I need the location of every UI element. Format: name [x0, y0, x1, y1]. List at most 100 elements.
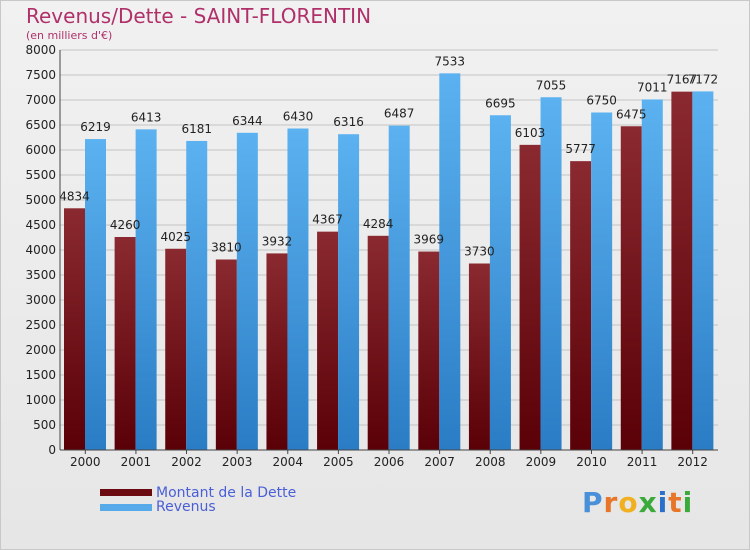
- x-tick-label: 2008: [475, 455, 506, 469]
- logo-letter: r: [603, 486, 619, 519]
- axes: [59, 50, 718, 451]
- bar-revenus: [338, 134, 360, 450]
- bar-dette: [114, 237, 136, 450]
- bar-revenus: [186, 140, 208, 450]
- x-tick-label: 2002: [171, 455, 202, 469]
- x-tick-label: 2003: [222, 455, 253, 469]
- data-label-revenus: 6316: [333, 115, 364, 129]
- bar-revenus: [540, 97, 562, 450]
- data-label-revenus: 6695: [485, 96, 516, 110]
- data-label-dette: 3932: [262, 234, 293, 248]
- y-axis-ticks: 0 500 1000 1500 2000 2500 3000 3500 4000 4500 5000…: [25, 43, 56, 457]
- x-tick-label: 2011: [627, 455, 658, 469]
- bar-revenus: [85, 139, 106, 451]
- y-tick-label: 500: [33, 418, 56, 432]
- x-tick-label: 2007: [424, 455, 455, 469]
- x-tick-label: 2012: [677, 455, 708, 469]
- data-label-revenus: 7055: [536, 78, 567, 92]
- y-tick-label: 3000: [25, 293, 56, 307]
- bar-dette: [418, 251, 440, 450]
- logo-letter: i: [682, 486, 694, 519]
- legend-swatch-dette: [100, 489, 152, 496]
- x-axis-ticks: 2000 2001 2002 2003 2004 2005 2006 2007 2008 2009…: [70, 450, 708, 469]
- bar-dette: [620, 126, 642, 450]
- data-label-revenus: 6344: [232, 114, 263, 128]
- data-label-revenus: 7533: [435, 54, 466, 68]
- bar-revenus: [388, 125, 410, 451]
- data-label-dette: 5777: [565, 142, 596, 156]
- data-label-dette: 4260: [110, 218, 141, 232]
- y-tick-label: 4500: [25, 218, 56, 232]
- y-tick-label: 2000: [25, 343, 56, 357]
- data-label-revenus: 6413: [131, 110, 162, 124]
- bar-revenus: [692, 91, 714, 451]
- x-tick-label: 2000: [70, 455, 101, 469]
- legend-swatch-revenus: [100, 504, 152, 511]
- x-tick-label: 2009: [526, 455, 557, 469]
- bar-revenus: [591, 112, 613, 450]
- y-tick-label: 7000: [25, 93, 56, 107]
- data-label-revenus: 6430: [283, 110, 314, 124]
- data-label-dette: 4284: [363, 217, 394, 231]
- bar-dette: [570, 161, 592, 450]
- chart-title: Revenus/Dette - SAINT-FLORENTIN: [26, 4, 372, 28]
- data-label-revenus: 7011: [637, 80, 668, 94]
- x-tick-label: 2001: [121, 455, 152, 469]
- bar-revenus: [489, 115, 511, 450]
- data-label-revenus: 6487: [384, 107, 415, 121]
- logo-letter: o: [618, 486, 639, 519]
- y-tick-label: 6500: [25, 118, 56, 132]
- y-tick-label: 2500: [25, 318, 56, 332]
- data-label-dette: 3730: [464, 245, 495, 259]
- data-label-revenus: 6750: [586, 94, 617, 108]
- data-label-dette: 3810: [211, 241, 242, 255]
- bars: [64, 73, 714, 451]
- logo-letter: P: [582, 486, 604, 519]
- x-tick-label: 2005: [323, 455, 354, 469]
- proxiti-logo: Proxiti: [582, 486, 693, 519]
- legend-label-revenus: Revenus: [156, 499, 216, 515]
- data-label-dette: 7167: [667, 73, 698, 87]
- x-tick-label: 2010: [576, 455, 607, 469]
- logo-letter: x: [638, 486, 658, 519]
- bar-revenus: [135, 129, 157, 450]
- chart-subtitle: (en milliers d'€): [26, 29, 113, 42]
- data-label-revenus: 7172: [688, 72, 719, 86]
- x-tick-label: 2004: [272, 455, 303, 469]
- bar-dette: [215, 259, 237, 450]
- bar-revenus: [236, 132, 258, 451]
- bar-dette: [468, 263, 490, 450]
- logo-letter: t: [668, 486, 683, 519]
- y-tick-label: 5000: [25, 193, 56, 207]
- bar-revenus: [439, 73, 461, 450]
- data-label-dette: 6103: [515, 126, 546, 140]
- data-label-dette: 4025: [160, 230, 191, 244]
- legend-label-dette: Montant de la Dette: [156, 485, 297, 501]
- bar-dette: [367, 235, 389, 450]
- bar-dette: [671, 91, 693, 451]
- bar-dette: [165, 248, 187, 450]
- bar-dette: [266, 253, 288, 450]
- y-tick-label: 8000: [25, 43, 56, 57]
- bar-revenus: [287, 128, 309, 450]
- y-tick-label: 5500: [25, 168, 56, 182]
- data-label-dette: 4367: [312, 213, 343, 227]
- y-tick-label: 7500: [25, 68, 56, 82]
- bar-dette: [519, 144, 541, 450]
- data-label-revenus: 6181: [181, 122, 212, 136]
- bar-revenus: [641, 99, 663, 450]
- y-tick-label: 1500: [25, 368, 56, 382]
- bar-dette: [317, 231, 339, 450]
- data-label-dette: 3969: [414, 233, 445, 247]
- y-tick-label: 0: [48, 443, 56, 457]
- y-tick-label: 3500: [25, 268, 56, 282]
- y-tick-label: 6000: [25, 143, 56, 157]
- data-label-revenus: 6219: [80, 120, 111, 134]
- data-label-dette: 4834: [59, 189, 90, 203]
- data-labels: 4834 6219 4260 6413 4025 6181 3810 6344 3932 6430…: [59, 54, 718, 258]
- y-tick-label: 1000: [25, 393, 56, 407]
- y-tick-label: 4000: [25, 243, 56, 257]
- logo-letter: i: [657, 486, 669, 519]
- bar-dette: [64, 208, 85, 450]
